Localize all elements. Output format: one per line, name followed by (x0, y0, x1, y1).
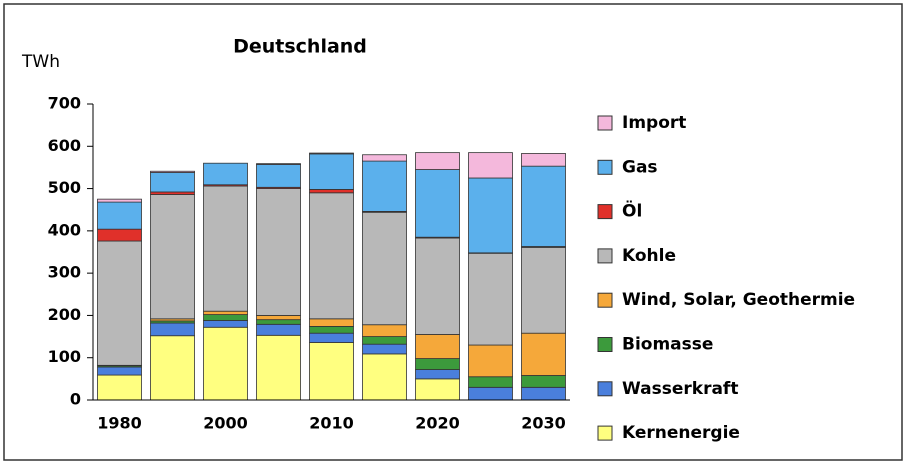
bar-segment (151, 173, 195, 192)
legend-label: Gas (622, 157, 658, 177)
bar-segment (204, 315, 248, 321)
bar-segment (469, 345, 513, 377)
y-tick-label: 100 (48, 347, 81, 366)
y-tick-label: 300 (48, 263, 81, 282)
bar-segment (98, 241, 142, 365)
bar-segment (310, 319, 354, 327)
legend-swatch (598, 293, 612, 307)
bar-segment (98, 375, 142, 400)
legend-label: Wind, Solar, Geothermie (622, 290, 855, 310)
legend-swatch (598, 160, 612, 174)
bar-segment (310, 153, 354, 154)
bar-segment (257, 164, 301, 165)
bar-segment (522, 333, 566, 375)
y-tick-label: 600 (48, 136, 81, 155)
bar-segment (416, 238, 460, 334)
bar-segment (98, 229, 142, 241)
bar-segment (469, 153, 513, 178)
bar-segment (204, 321, 248, 328)
y-tick-label: 700 (48, 94, 81, 113)
bar-segment (522, 387, 566, 400)
legend-label: Kernenergie (622, 423, 740, 443)
bar-segment (310, 154, 354, 190)
bar-segment (522, 166, 566, 246)
bar-segment (310, 333, 354, 342)
legend-label: Kohle (622, 246, 676, 266)
x-tick-label: 2000 (203, 414, 248, 433)
bar-segment (416, 359, 460, 370)
bar-segment (522, 247, 566, 333)
bar-segment (363, 337, 407, 345)
legend-label: Öl (622, 200, 642, 222)
y-tick-label: 500 (48, 178, 81, 197)
bar-segment (204, 311, 248, 314)
bar-segment (257, 324, 301, 335)
legend-swatch (598, 116, 612, 130)
bar-segment (416, 370, 460, 379)
bar-segment (204, 163, 248, 185)
bar-segment (151, 323, 195, 336)
bar-segment (204, 186, 248, 311)
legend-swatch (598, 338, 612, 352)
bar-segment (310, 326, 354, 333)
x-tick-label: 1980 (97, 414, 142, 433)
x-tick-label: 2030 (521, 414, 566, 433)
bar-segment (416, 379, 460, 400)
bar-segment (257, 189, 301, 316)
bar-segment (363, 161, 407, 211)
bar-segment (522, 153, 566, 166)
legend-label: Biomasse (622, 335, 713, 355)
bar-segment (98, 202, 142, 229)
chart-title: Deutschland (233, 36, 367, 58)
bar-segment (151, 194, 195, 318)
bar-segment (310, 189, 354, 192)
bar-segment (416, 170, 460, 238)
bar-segment (469, 253, 513, 345)
bar-segment (416, 334, 460, 358)
bar-segment (363, 354, 407, 400)
legend-swatch (598, 205, 612, 219)
legend-swatch (598, 426, 612, 440)
bar-segment (469, 377, 513, 388)
legend-label: Wasserkraft (622, 379, 738, 399)
bar-segment (469, 178, 513, 253)
bar-segment (151, 171, 195, 172)
bar-segment (151, 336, 195, 400)
bar-segment (257, 320, 301, 325)
bar-segment (522, 375, 566, 387)
legend-swatch (598, 382, 612, 396)
y-tick-label: 400 (48, 220, 81, 239)
bar-segment (363, 212, 407, 324)
bar-segment (257, 315, 301, 319)
x-tick-label: 2020 (415, 414, 460, 433)
bar-segment (98, 367, 142, 375)
legend-swatch (598, 249, 612, 263)
bar-segment (363, 155, 407, 161)
bar-segment (363, 325, 407, 337)
bar-segment (416, 153, 460, 170)
x-tick-label: 2010 (309, 414, 354, 433)
bar-segment (257, 164, 301, 187)
bar-segment (98, 199, 142, 202)
bar-segment (310, 193, 354, 319)
y-tick-label: 0 (70, 390, 81, 409)
legend-label: Import (622, 113, 686, 133)
y-axis-label: TWh (21, 52, 60, 72)
bar-segment (469, 387, 513, 400)
y-tick-label: 200 (48, 305, 81, 324)
bar-segment (363, 344, 407, 354)
bar-segment (204, 327, 248, 400)
bar-segment (257, 335, 301, 400)
bar-segment (310, 342, 354, 400)
